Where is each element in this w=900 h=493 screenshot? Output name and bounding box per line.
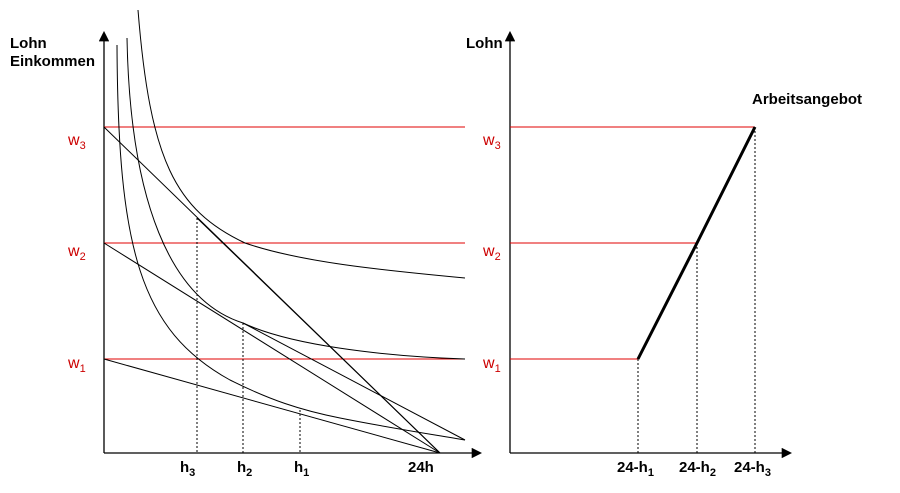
label-part: 3: [189, 467, 195, 479]
indifference-curve: [126, 37, 466, 360]
label-part: h: [180, 459, 189, 476]
supply-label: 24-h3: [734, 459, 771, 479]
label-part: w: [482, 243, 495, 260]
hours-label: h2: [237, 459, 252, 479]
hours-label: h1: [294, 459, 309, 479]
supply-label: 24-h2: [679, 459, 716, 479]
label-part: 2: [495, 251, 501, 263]
label-part: 2: [80, 251, 86, 263]
supply-curve: [636, 126, 757, 360]
wage-label: w3: [482, 132, 501, 152]
hours-label: h3: [180, 459, 195, 479]
curve-label: Arbeitsangebot: [752, 91, 862, 108]
indifference-curve: [137, 9, 466, 279]
label-part: w: [67, 132, 80, 149]
budget-line: [103, 242, 441, 454]
wage-label: w2: [67, 243, 86, 263]
label-part: w: [67, 355, 80, 372]
label-part: 24-h: [734, 459, 765, 476]
supply-label: 24-h1: [617, 459, 654, 479]
label-part: h: [294, 459, 303, 476]
label-part: 1: [303, 467, 309, 479]
y-label: Einkommen: [10, 53, 95, 70]
label-part: 1: [495, 363, 501, 375]
wage-label: w2: [482, 243, 501, 263]
label-part: 2: [710, 467, 716, 479]
label-part: 1: [648, 467, 654, 479]
wage-label: w1: [67, 355, 86, 375]
label-part: w: [482, 355, 495, 372]
y-label: Lohn: [466, 35, 503, 52]
label-part: 1: [80, 363, 86, 375]
label-part: 24-h: [679, 459, 710, 476]
budget-line: [196, 217, 441, 454]
label-part: 3: [495, 140, 501, 152]
budget-line: [103, 358, 441, 454]
label-part: 3: [765, 467, 771, 479]
wage-label: w1: [482, 355, 501, 375]
budget-line: [242, 322, 466, 441]
label-part: 3: [80, 140, 86, 152]
label-part: 2: [246, 467, 252, 479]
y-label: Lohn: [10, 35, 47, 52]
indifference-curve: [116, 44, 466, 441]
label-part: h: [237, 459, 246, 476]
label-part: 24-h: [617, 459, 648, 476]
endpoint-label: 24h: [408, 459, 434, 476]
label-part: w: [482, 132, 495, 149]
wage-label: w3: [67, 132, 86, 152]
label-part: w: [67, 243, 80, 260]
